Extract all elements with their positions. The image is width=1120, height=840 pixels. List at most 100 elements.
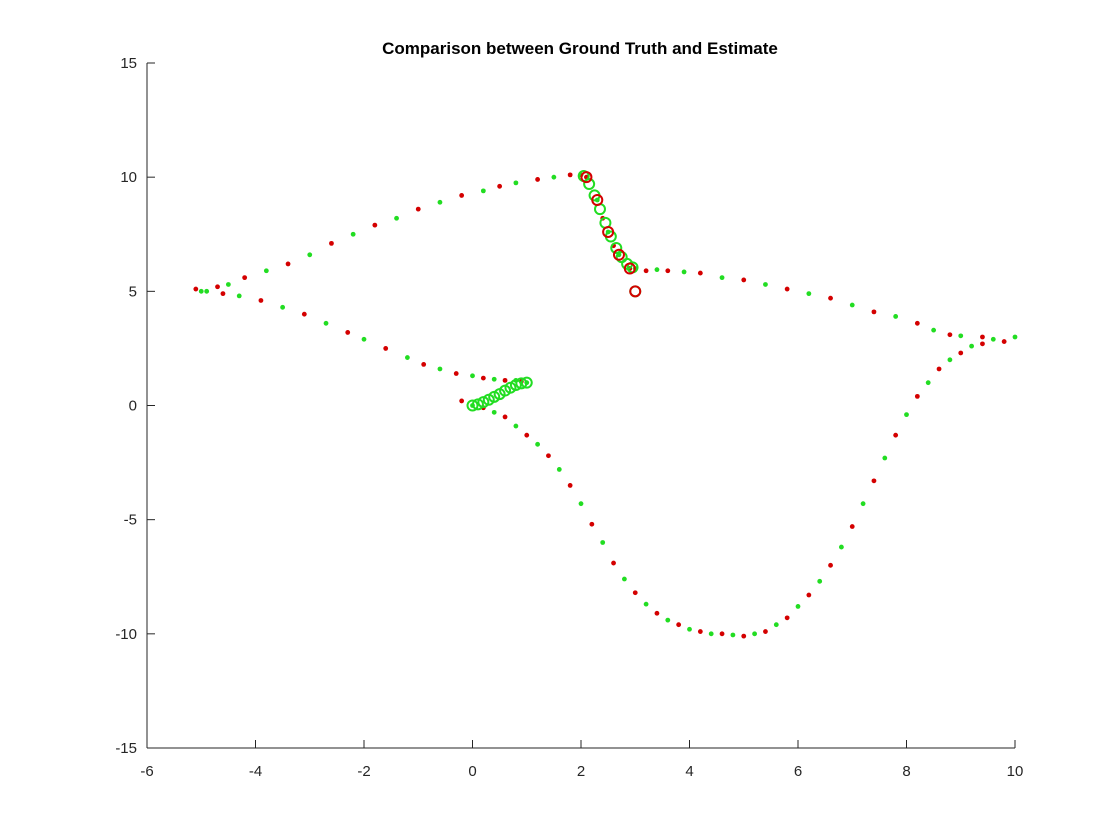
data-point-open-circle (477, 396, 490, 409)
data-point (839, 544, 844, 550)
data-point-open-circle (629, 285, 642, 298)
data-point-open-circle (520, 376, 533, 389)
data-point (567, 483, 573, 488)
data-point (497, 183, 503, 189)
data-point (307, 252, 313, 258)
data-point (329, 240, 334, 246)
data-point (697, 270, 703, 276)
data-point (893, 432, 899, 438)
data-point (795, 604, 801, 609)
data-point-open-circle (580, 171, 593, 184)
data-point (513, 180, 519, 186)
data-point (871, 309, 877, 315)
data-point (350, 231, 356, 237)
series-group (198, 172, 1018, 638)
data-point (980, 341, 985, 347)
data-point (654, 610, 660, 616)
data-point-open-circle (610, 241, 623, 254)
data-point (990, 336, 996, 342)
data-point (665, 268, 671, 274)
x-tick-label: 6 (794, 763, 802, 780)
data-point (931, 327, 937, 333)
data-point-open-circle (509, 378, 522, 391)
data-point (806, 592, 812, 598)
data-point (535, 441, 540, 447)
x-tick-label: 10 (1007, 763, 1024, 780)
x-tick-label: -2 (357, 763, 370, 780)
series-group (580, 171, 642, 298)
data-point (871, 478, 877, 484)
data-point (589, 521, 595, 527)
data-point (719, 275, 725, 281)
data-point (578, 501, 584, 507)
data-point (936, 366, 942, 372)
data-point (947, 332, 953, 338)
data-point-open-circle (623, 262, 636, 275)
data-point (556, 467, 562, 472)
data-point (860, 501, 866, 507)
data-point (502, 414, 508, 420)
x-tick-label: 2 (577, 763, 585, 780)
data-point (285, 261, 291, 267)
data-point-open-circle (612, 248, 625, 261)
data-point (763, 629, 768, 634)
data-point (263, 268, 269, 274)
data-point (600, 540, 606, 545)
data-point (323, 320, 329, 326)
y-tick-label: 15 (120, 55, 137, 72)
data-point (687, 626, 692, 632)
data-point (643, 601, 649, 607)
data-point (470, 373, 475, 379)
data-point (405, 355, 410, 360)
data-point (665, 617, 671, 623)
data-point (301, 311, 307, 317)
y-tick-label: 0 (129, 398, 137, 415)
data-point (453, 371, 459, 376)
data-point (654, 267, 660, 273)
data-point (215, 284, 220, 290)
data-point (622, 576, 627, 582)
data-point (437, 199, 443, 205)
data-point (708, 631, 714, 637)
data-point (980, 334, 985, 340)
data-point (958, 333, 964, 339)
data-point-open-circle (471, 398, 484, 411)
data-point (502, 377, 508, 383)
data-point (546, 453, 551, 459)
y-tick-label: 10 (120, 169, 137, 186)
data-point-open-circle (515, 377, 528, 390)
x-tick-label: 0 (468, 763, 476, 780)
data-point (849, 524, 855, 529)
data-point (958, 350, 964, 356)
series-group (466, 170, 642, 412)
data-point (242, 275, 248, 281)
data-point (198, 288, 204, 294)
data-point (849, 302, 855, 308)
data-point (204, 288, 210, 294)
data-point (280, 304, 286, 310)
data-point (741, 633, 747, 639)
chart-title: Comparison between Ground Truth and Esti… (382, 39, 778, 58)
data-point (193, 286, 199, 292)
data-point (697, 629, 703, 634)
data-point (752, 631, 757, 637)
data-point (817, 578, 823, 584)
data-point (904, 412, 909, 418)
data-point (773, 622, 779, 628)
data-point (480, 188, 486, 194)
data-point (437, 366, 443, 372)
y-tick-label: -5 (124, 512, 137, 529)
y-tick-label: -15 (115, 740, 137, 757)
data-point (730, 632, 736, 638)
data-point (784, 615, 790, 621)
data-point (676, 622, 682, 628)
y-tick-label: -10 (115, 626, 137, 643)
data-point (225, 282, 231, 287)
data-point (459, 398, 465, 404)
series-group (193, 172, 1007, 639)
data-point (383, 346, 389, 351)
data-point (893, 314, 899, 319)
x-tick-label: -4 (249, 763, 262, 780)
data-point (480, 375, 486, 381)
x-tick-label: 4 (685, 763, 693, 780)
